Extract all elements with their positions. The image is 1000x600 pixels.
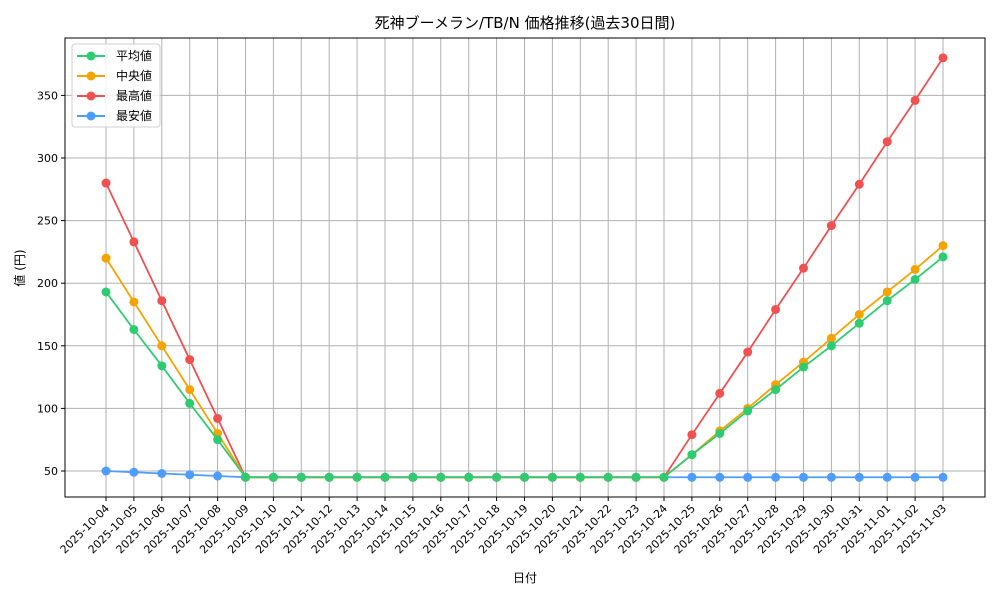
data-point: [910, 274, 920, 284]
grid-lines: [65, 38, 985, 497]
data-point: [743, 472, 753, 482]
data-point: [129, 297, 139, 307]
data-point: [603, 472, 613, 482]
data-point: [408, 472, 418, 482]
data-point: [185, 385, 195, 395]
data-point: [826, 472, 836, 482]
y-tick-label: 50: [44, 465, 58, 478]
data-point: [771, 385, 781, 395]
data-point: [715, 472, 725, 482]
data-point: [771, 472, 781, 482]
data-point: [771, 304, 781, 314]
data-point: [464, 472, 474, 482]
data-point: [436, 472, 446, 482]
data-point: [631, 472, 641, 482]
data-point: [882, 472, 892, 482]
legend-marker: [86, 51, 96, 61]
data-point: [910, 95, 920, 105]
data-point: [799, 472, 808, 482]
legend-marker: [86, 71, 96, 81]
data-point: [854, 179, 864, 189]
chart-title: 死神ブーメラン/TB/N 価格推移(過去30日間): [375, 14, 676, 32]
y-tick-label: 200: [37, 277, 58, 290]
data-point: [799, 362, 808, 372]
data-point: [715, 428, 725, 438]
data-point: [213, 413, 223, 423]
data-point: [380, 472, 390, 482]
data-point: [213, 471, 223, 481]
data-point: [910, 264, 920, 274]
legend-label: 最安値: [116, 108, 152, 123]
y-tick-label: 350: [37, 89, 58, 102]
data-point: [687, 430, 697, 440]
data-point: [882, 296, 892, 306]
data-point: [129, 325, 139, 335]
data-point: [185, 355, 195, 365]
data-point: [157, 361, 167, 371]
data-point: [185, 398, 195, 408]
data-point: [101, 466, 111, 476]
data-point: [715, 388, 725, 398]
data-point: [575, 472, 585, 482]
data-point: [910, 472, 920, 482]
x-axis-label: 日付: [513, 571, 537, 585]
data-point: [826, 333, 836, 343]
y-tick-label: 150: [37, 340, 58, 353]
data-point: [129, 237, 139, 247]
legend-label: 平均値: [116, 48, 152, 63]
data-point: [938, 241, 948, 251]
data-point: [492, 472, 502, 482]
data-point: [213, 435, 223, 445]
data-point: [687, 472, 697, 482]
data-point: [659, 472, 669, 482]
data-point: [938, 252, 948, 262]
y-tick-label: 300: [37, 152, 58, 165]
data-point: [185, 470, 195, 480]
data-point: [129, 467, 139, 477]
data-point: [324, 472, 334, 482]
data-point: [938, 472, 948, 482]
data-point: [547, 472, 557, 482]
data-point: [882, 287, 892, 297]
data-point: [854, 472, 864, 482]
y-axis-ticks: 50 100 150 200 250 300 350: [37, 89, 65, 478]
data-point: [520, 472, 529, 482]
data-point: [854, 310, 864, 319]
series-lines: [101, 53, 948, 482]
data-point: [799, 263, 808, 273]
series-平均値: [101, 252, 948, 482]
legend-label: 最高値: [116, 88, 152, 103]
data-point: [101, 178, 111, 188]
data-point: [882, 137, 892, 147]
data-point: [352, 472, 362, 482]
data-point: [826, 221, 836, 231]
legend-marker: [86, 91, 96, 101]
data-point: [854, 318, 864, 328]
data-point: [157, 341, 167, 351]
data-point: [157, 469, 167, 479]
y-axis-label: 値 (円): [12, 249, 27, 286]
x-axis-ticks: 2025-10-042025-10-052025-10-062025-10-07…: [58, 497, 949, 556]
data-point: [268, 472, 278, 482]
legend-marker: [86, 111, 96, 121]
data-point: [157, 296, 167, 306]
data-point: [743, 406, 753, 416]
data-point: [743, 347, 753, 357]
data-point: [687, 450, 697, 460]
data-point: [101, 253, 111, 263]
legend-box: [71, 43, 161, 128]
legend-label: 中央値: [116, 68, 152, 83]
data-point: [826, 341, 836, 351]
y-tick-label: 250: [37, 215, 58, 228]
y-tick-label: 100: [37, 402, 58, 415]
data-point: [296, 472, 306, 482]
data-point: [938, 53, 948, 63]
data-point: [241, 472, 250, 482]
data-point: [101, 287, 111, 297]
